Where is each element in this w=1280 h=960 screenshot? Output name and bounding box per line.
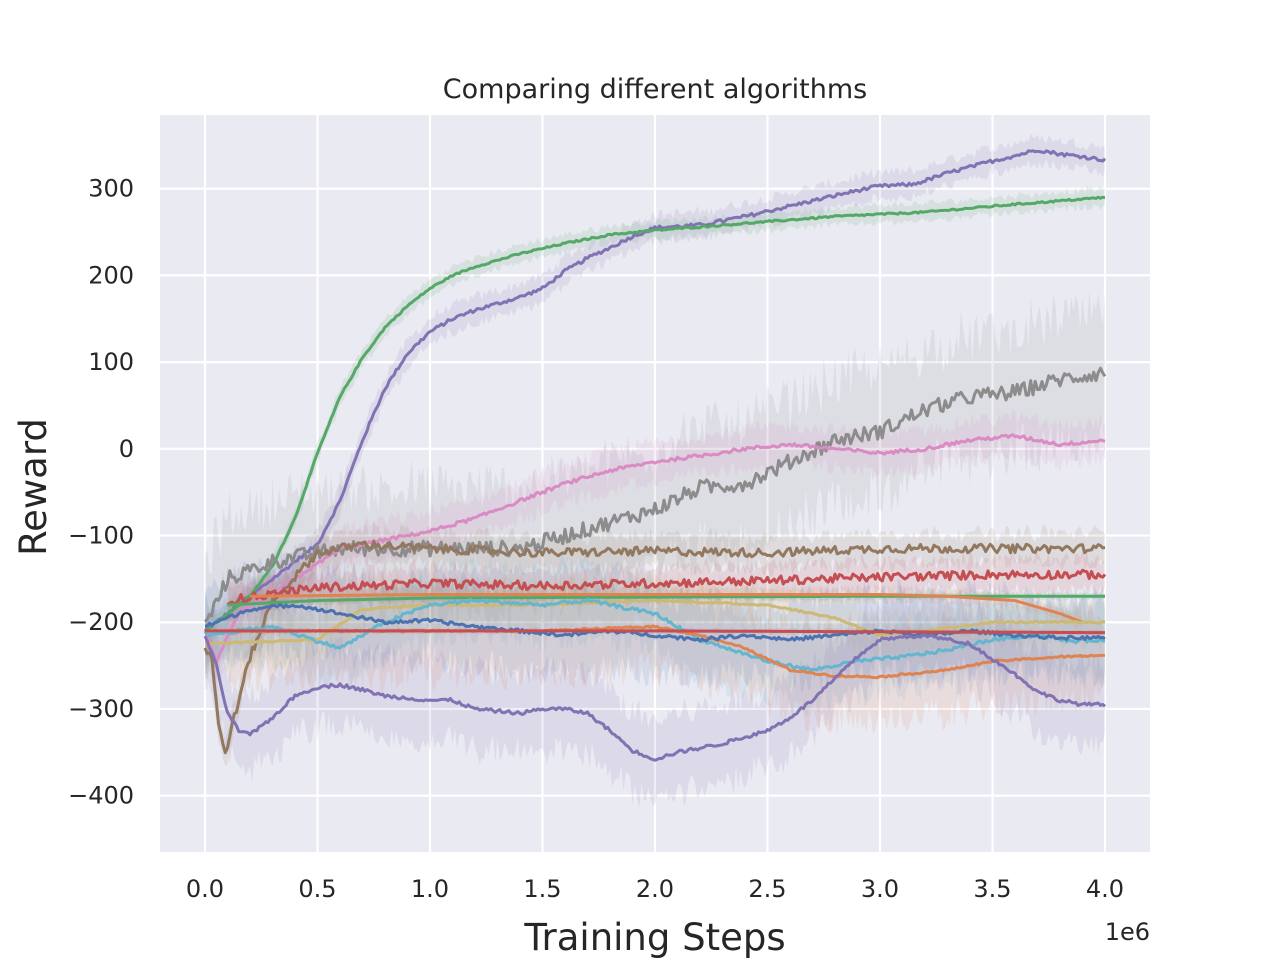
series-band — [205, 520, 1105, 766]
x-tick-label: 2.0 — [636, 875, 674, 903]
x-tick-labels: 0.0 0.5 1.0 1.5 2.0 2.5 3.0 3.5 4.0 — [186, 875, 1124, 903]
series-lines — [203, 149, 1107, 762]
series-line — [226, 568, 1107, 607]
series-band — [227, 566, 1105, 735]
y-tick-label: 100 — [88, 348, 134, 376]
y-axis-label: Reward — [12, 418, 55, 556]
y-tick-label: 200 — [88, 261, 134, 289]
series-line — [204, 149, 1107, 632]
x-tick-label: 3.0 — [861, 875, 899, 903]
series-band — [205, 570, 1105, 673]
y-tick-label: −400 — [68, 782, 134, 810]
series-line — [204, 597, 1106, 672]
y-tick-label: −300 — [68, 695, 134, 723]
x-offset-label: 1e6 — [1105, 918, 1150, 946]
series-line — [205, 629, 1105, 635]
y-tick-label: −100 — [68, 522, 134, 550]
x-axis-label: Training Steps — [523, 916, 785, 959]
y-tick-label: −200 — [68, 608, 134, 636]
y-tick-labels: −400 −300 −200 −100 0 100 200 300 — [68, 175, 134, 810]
series-band — [205, 289, 1105, 690]
x-tick-label: 2.5 — [748, 875, 786, 903]
x-tick-label: 1.0 — [411, 875, 449, 903]
grid — [160, 115, 1150, 852]
series-line — [204, 598, 1106, 646]
series-band — [227, 549, 1105, 622]
series-line — [203, 195, 1106, 633]
x-tick-label: 0.5 — [298, 875, 336, 903]
y-tick-label: 0 — [119, 435, 134, 463]
x-tick-label: 3.5 — [973, 875, 1011, 903]
series-line — [203, 632, 1106, 762]
y-tick-label: 300 — [88, 175, 134, 203]
series-line — [203, 539, 1106, 755]
x-tick-label: 0.0 — [186, 875, 224, 903]
series-line — [250, 593, 1083, 624]
x-tick-label: 1.5 — [523, 875, 561, 903]
x-tick-label: 4.0 — [1086, 875, 1124, 903]
chart-title: Comparing different algorithms — [443, 74, 867, 105]
